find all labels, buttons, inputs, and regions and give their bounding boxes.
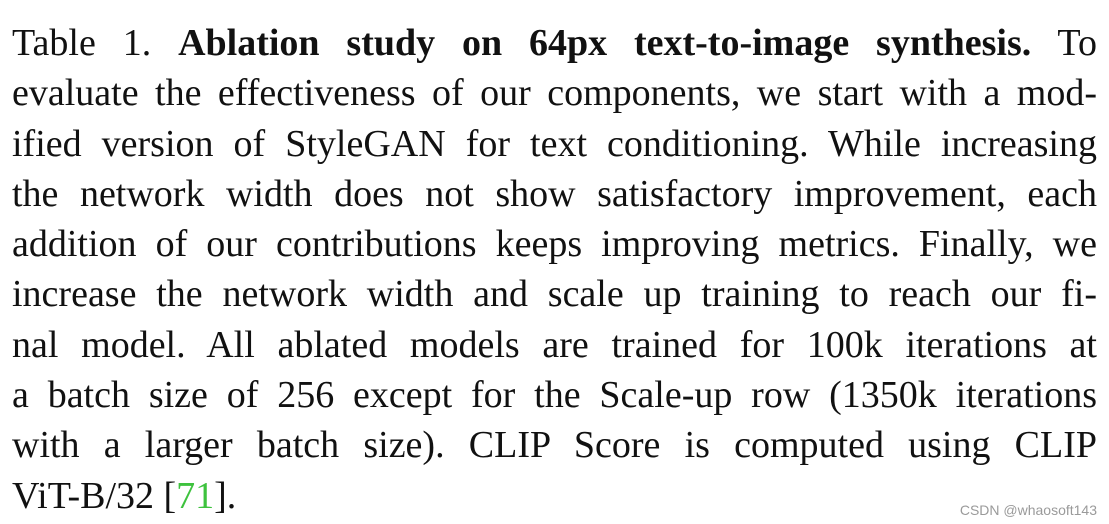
caption-line-6: increase the network width and scale up … — [12, 273, 1097, 316]
csdn-watermark: CSDN @whaosoft143 — [959, 502, 1097, 518]
caption-line-5: addition of our contributions keeps impr… — [12, 223, 1097, 266]
caption-line-3: ified version of StyleGAN for text condi… — [12, 122, 1097, 165]
caption-title: Ablation study on 64px text-to-image syn… — [178, 22, 1032, 64]
caption-line-4: the network width does not show satisfac… — [12, 172, 1097, 215]
caption-line-2: evaluate the effectiveness of our compon… — [12, 72, 1097, 115]
caption-line-7: nal model. All ablated models are traine… — [12, 323, 1097, 366]
caption-line-10-post: ]. — [214, 474, 237, 517]
citation-link[interactable]: 71 — [176, 474, 215, 517]
table-caption: Table 1. Ablation study on 64px text-to-… — [12, 18, 1097, 521]
caption-line-10-pre: ViT-B/32 [ — [12, 474, 177, 517]
caption-line-8: a batch size of 256 except for the Scale… — [12, 374, 1097, 417]
caption-line-9: with a larger batch size). CLIP Score is… — [12, 424, 1097, 467]
caption-line-1: Table 1. Ablation study on 64px text-to-… — [12, 18, 1097, 68]
caption-label: Table 1. — [12, 22, 152, 64]
caption-line-10: ViT-B/32 [71]. — [12, 471, 1097, 521]
caption-line-1-tail: To — [1057, 22, 1097, 64]
